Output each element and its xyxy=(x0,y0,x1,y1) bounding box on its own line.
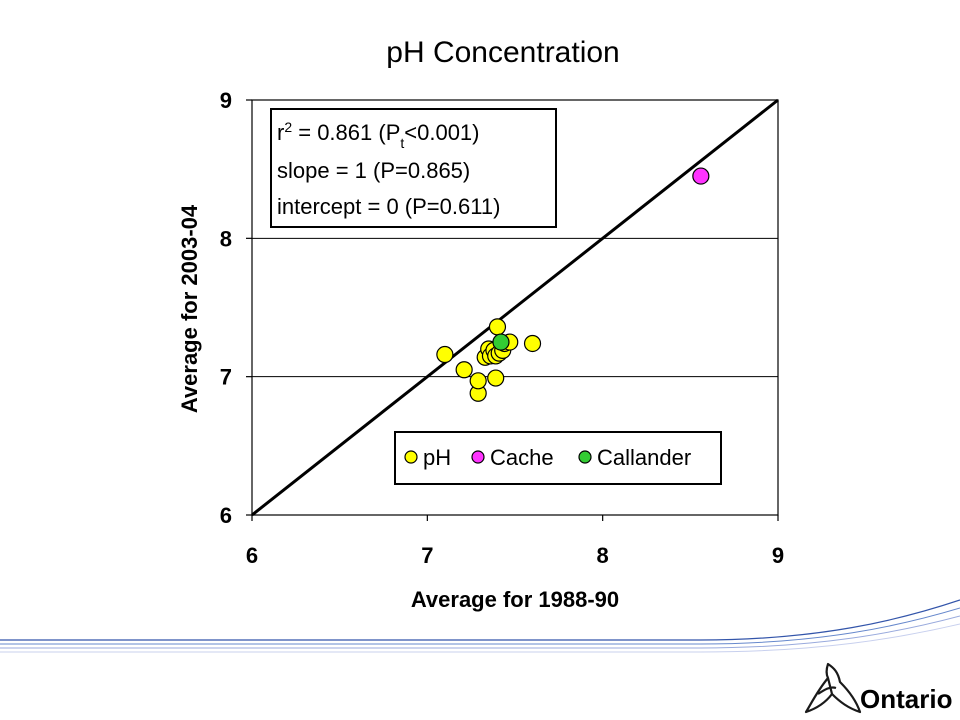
x-tick-label: 9 xyxy=(772,543,784,568)
data-point-ph xyxy=(469,372,487,390)
x-tick-label: 6 xyxy=(246,543,258,568)
y-tick-label: 6 xyxy=(220,503,232,528)
legend-marker-ph xyxy=(404,450,418,464)
ontario-logo: Ontario xyxy=(804,662,952,714)
y-tick-label: 7 xyxy=(220,365,232,390)
data-point-ph xyxy=(455,361,473,379)
data-point-ph xyxy=(487,369,505,387)
x-tick-label: 7 xyxy=(421,543,433,568)
data-point-callander xyxy=(492,333,510,351)
legend-frame xyxy=(394,431,722,485)
data-point-cache xyxy=(692,167,710,185)
legend-label-cache: Cache xyxy=(490,445,554,470)
reference-line xyxy=(251,98,779,517)
data-point-ph xyxy=(523,334,542,353)
data-point-ph xyxy=(436,345,454,364)
y-tick-label: 9 xyxy=(220,88,232,113)
stats-r2-line: r2 = 0.861 (Pt<0.001) xyxy=(277,119,480,151)
y-axis-title: Average for 2003-04 xyxy=(177,204,202,413)
ontario-wordmark: Ontario xyxy=(860,684,952,714)
data-point-ph xyxy=(488,318,507,336)
y-tick-label: 8 xyxy=(220,226,232,251)
legend: pH Cache Callander xyxy=(394,431,722,485)
stats-intercept-line: intercept = 0 (P=0.611) xyxy=(277,194,500,219)
legend-marker-callander xyxy=(578,450,592,464)
x-tick-label: 8 xyxy=(597,543,609,568)
stats-box: r2 = 0.861 (Pt<0.001) slope = 1 (P=0.865… xyxy=(270,108,557,228)
legend-label-ph: pH xyxy=(423,445,451,470)
plot-area: 6 7 8 9 6 7 8 9 xyxy=(220,88,784,568)
legend-label-callander: Callander xyxy=(597,445,691,470)
stats-slope-line: slope = 1 (P=0.865) xyxy=(277,158,470,183)
legend-marker-cache xyxy=(471,450,485,464)
chart-title: pH Concentration xyxy=(386,36,619,69)
trillium-icon xyxy=(804,662,862,714)
plot-frame xyxy=(251,99,779,516)
x-axis-title: Average for 1988-90 xyxy=(411,587,619,612)
footer-swoosh xyxy=(0,599,960,653)
stats-box-frame xyxy=(270,108,557,228)
